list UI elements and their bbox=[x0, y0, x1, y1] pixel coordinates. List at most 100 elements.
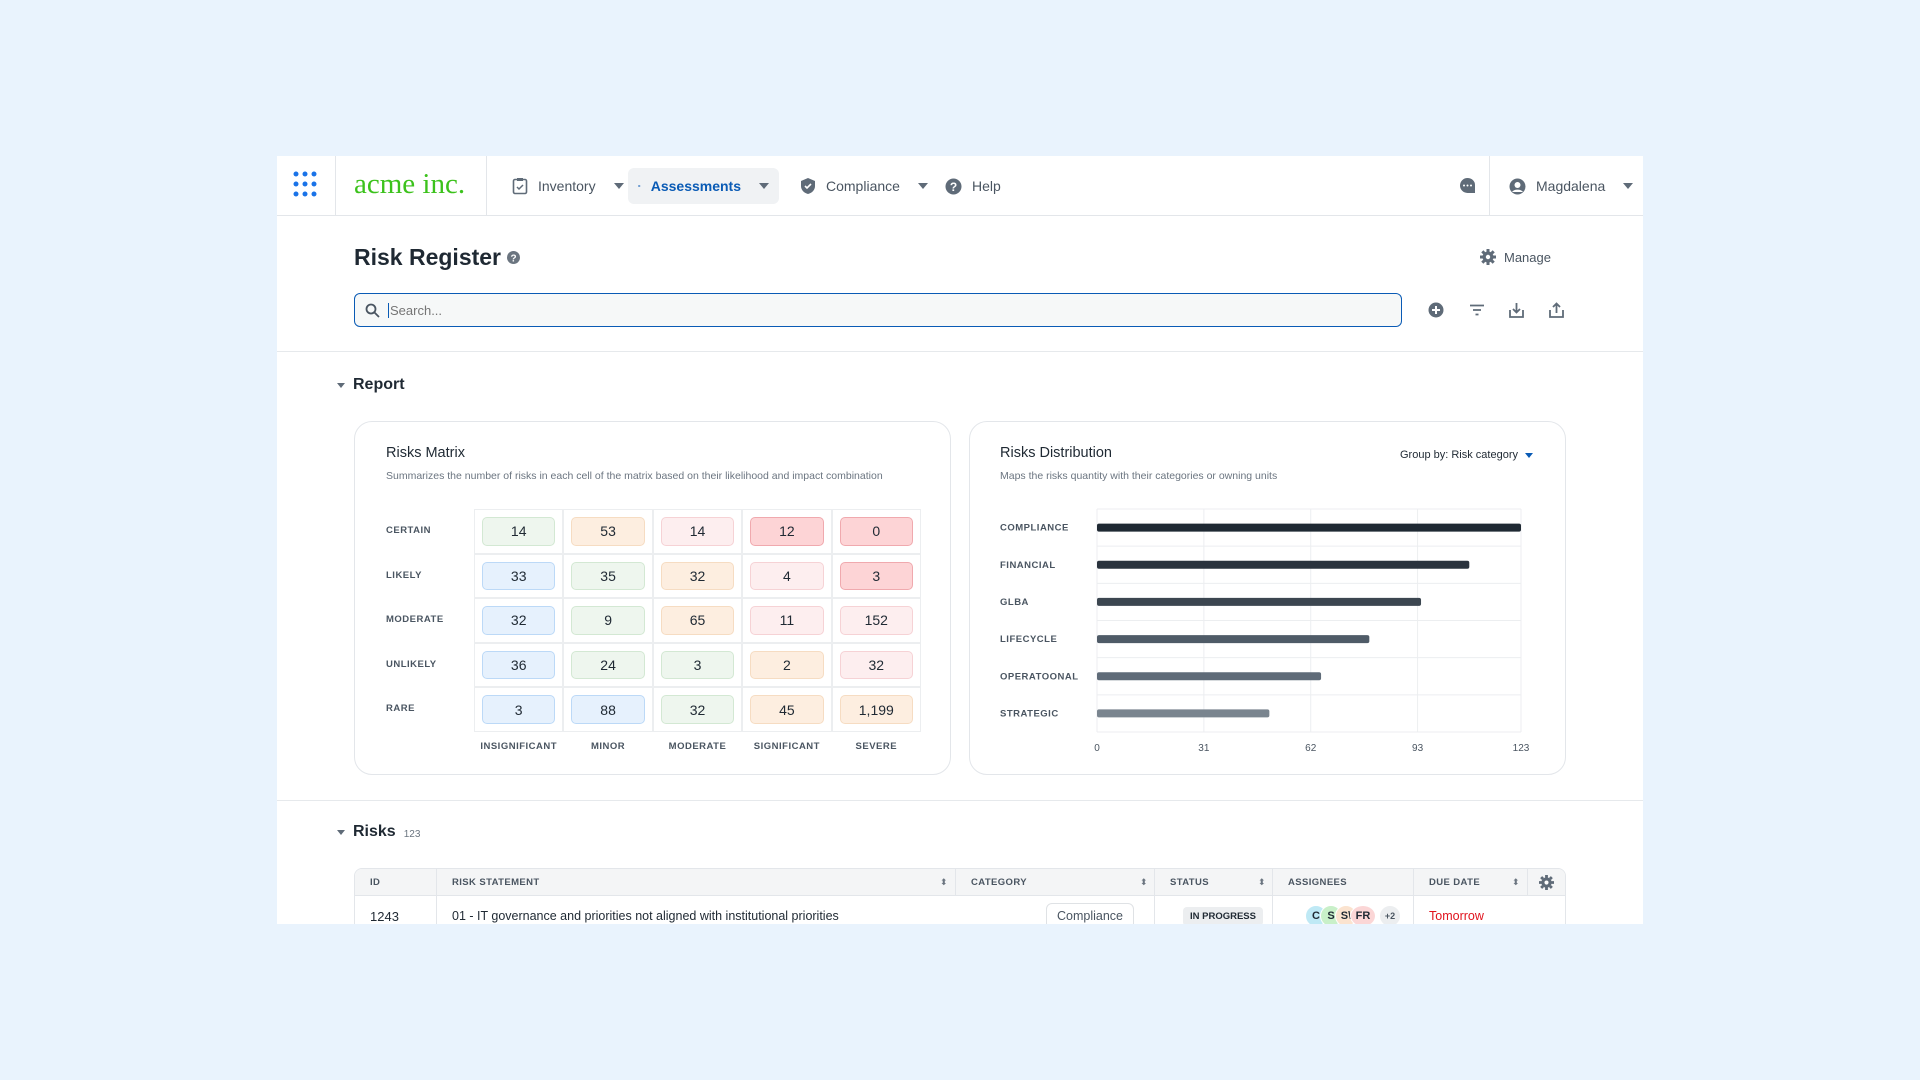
x-tick-label: 62 bbox=[1305, 743, 1317, 754]
risks-count: 123 bbox=[403, 828, 421, 840]
assignees-avatars[interactable]: C S S\ FR +2 bbox=[1305, 896, 1401, 924]
matrix-cell-value[interactable]: 14 bbox=[660, 517, 735, 546]
chevron-down-icon bbox=[1623, 183, 1634, 189]
matrix-cell-value[interactable]: 32 bbox=[839, 650, 913, 680]
matrix-cell-value[interactable]: 2 bbox=[750, 650, 824, 680]
search-input[interactable] bbox=[388, 302, 1368, 318]
apps-grid-icon[interactable] bbox=[292, 170, 318, 198]
chevron-down-icon bbox=[613, 183, 624, 189]
report-section-toggle[interactable]: Report bbox=[337, 376, 405, 394]
nav-assessments-label: Assessments bbox=[650, 178, 741, 194]
matrix-cell-value[interactable]: 1,199 bbox=[839, 695, 913, 724]
matrix-cell-value[interactable]: 35 bbox=[571, 561, 645, 591]
matrix-cell-value[interactable]: 88 bbox=[571, 695, 645, 724]
brand-logo[interactable]: acme inc. bbox=[354, 168, 466, 200]
filter-icon bbox=[1470, 304, 1484, 316]
upload-share-icon bbox=[1548, 302, 1564, 318]
matrix-cell-value[interactable]: 36 bbox=[482, 650, 556, 680]
table-settings-gear-icon[interactable] bbox=[1539, 875, 1554, 890]
filter-button[interactable] bbox=[1466, 298, 1488, 322]
matrix-cell-value[interactable]: 152 bbox=[839, 606, 913, 635]
bar-glba[interactable] bbox=[1097, 597, 1422, 606]
matrix-cell: 14 bbox=[652, 509, 743, 554]
search-icon bbox=[365, 303, 380, 318]
nav-inventory[interactable]: Inventory bbox=[502, 168, 634, 204]
matrix-cell-value[interactable]: 14 bbox=[482, 517, 556, 546]
group-by-dropdown[interactable]: Group by: Risk category bbox=[1400, 449, 1533, 461]
risks-distribution-card: Risks Distribution Maps the risks quanti… bbox=[969, 421, 1566, 775]
category-label: LIFECYCLE bbox=[1000, 634, 1057, 645]
matrix-cell-value[interactable]: 3 bbox=[839, 561, 913, 591]
sort-icon[interactable]: ⬍ bbox=[1258, 877, 1266, 887]
column-status[interactable]: STATUS bbox=[1170, 877, 1209, 888]
distribution-title: Risks Distribution bbox=[1000, 445, 1112, 461]
page-title: Risk Register bbox=[354, 244, 502, 270]
caret-down-icon bbox=[1525, 452, 1533, 458]
risk-matrix: CERTAIN 14 53 14 12 0 LIKELY 33 35 32 4 3 MODERATE 32… bbox=[355, 422, 952, 776]
svg-text:?: ? bbox=[950, 180, 957, 194]
report-title: Report bbox=[353, 376, 405, 393]
matrix-cell-value[interactable]: 45 bbox=[750, 695, 824, 724]
column-id[interactable]: ID bbox=[370, 877, 381, 888]
matrix-cell-value[interactable]: 0 bbox=[839, 517, 913, 546]
x-tick-label: 31 bbox=[1198, 743, 1210, 754]
matrix-cell-value[interactable]: 9 bbox=[571, 606, 645, 635]
user-avatar-icon bbox=[1509, 178, 1526, 194]
matrix-cell: 3 bbox=[831, 553, 921, 599]
sort-icon[interactable]: ⬍ bbox=[1140, 877, 1148, 887]
matrix-cell: 24 bbox=[563, 642, 653, 688]
matrix-cell-value[interactable]: 65 bbox=[660, 606, 735, 635]
matrix-cell: 32 bbox=[652, 687, 743, 732]
column-category[interactable]: CATEGORY bbox=[971, 877, 1027, 888]
manage-button[interactable]: Manage bbox=[1480, 249, 1551, 265]
search-field[interactable] bbox=[354, 293, 1402, 327]
add-button[interactable] bbox=[1425, 298, 1447, 322]
help-icon[interactable]: ? bbox=[507, 251, 521, 264]
risks-section-toggle[interactable]: Risks 123 bbox=[337, 823, 420, 841]
matrix-cell: 9 bbox=[563, 598, 653, 643]
bar-strategic[interactable] bbox=[1097, 709, 1270, 718]
download-button[interactable] bbox=[1505, 298, 1527, 322]
risks-title: Risks bbox=[353, 823, 396, 840]
caret-down-icon bbox=[337, 382, 345, 388]
column-assignees: ASSIGNEES bbox=[1288, 877, 1348, 888]
bar-financial[interactable] bbox=[1097, 560, 1470, 569]
risk-statement[interactable]: 01 - IT governance and priorities not al… bbox=[452, 909, 839, 923]
matrix-cell-value[interactable]: 32 bbox=[660, 561, 735, 591]
nav-assessments[interactable]: Assessments bbox=[628, 168, 779, 204]
app-window: acme inc. Inventory Assessments Complian… bbox=[277, 156, 1643, 924]
plus-circle-icon bbox=[1428, 302, 1444, 318]
sort-icon[interactable]: ⬍ bbox=[1512, 877, 1520, 887]
matrix-cell-value[interactable]: 3 bbox=[660, 650, 735, 680]
megaphone-icon bbox=[638, 184, 641, 188]
nav-help[interactable]: ? Help bbox=[935, 168, 1011, 204]
chat-icon[interactable] bbox=[1459, 177, 1476, 194]
matrix-cell-value[interactable]: 24 bbox=[571, 650, 645, 680]
likelihood-label: MODERATE bbox=[386, 614, 444, 626]
matrix-cell-value[interactable]: 11 bbox=[750, 606, 824, 635]
matrix-cell-value[interactable]: 12 bbox=[750, 517, 824, 546]
risk-id: 1243 bbox=[370, 908, 399, 924]
matrix-cell: 12 bbox=[742, 509, 832, 554]
matrix-cell-value[interactable]: 4 bbox=[750, 561, 824, 591]
matrix-cell-value[interactable]: 3 bbox=[482, 695, 556, 724]
matrix-cell-value[interactable]: 32 bbox=[660, 695, 735, 724]
share-button[interactable] bbox=[1545, 298, 1567, 322]
distribution-subtitle: Maps the risks quantity with their categ… bbox=[1000, 470, 1278, 482]
bar-lifecycle[interactable] bbox=[1097, 635, 1370, 644]
column-risk-statement[interactable]: RISK STATEMENT bbox=[452, 877, 540, 888]
nav-compliance[interactable]: Compliance bbox=[790, 168, 938, 204]
likelihood-label: RARE bbox=[386, 703, 415, 715]
status-badge: IN PROGRESS bbox=[1183, 906, 1263, 924]
column-due-date[interactable]: DUE DATE bbox=[1429, 877, 1481, 888]
bar-compliance[interactable] bbox=[1097, 523, 1521, 532]
matrix-cell-value[interactable]: 32 bbox=[482, 606, 556, 635]
matrix-cell-value[interactable]: 53 bbox=[571, 517, 645, 546]
matrix-cell: 0 bbox=[831, 509, 921, 554]
sort-icon[interactable]: ⬍ bbox=[940, 877, 948, 887]
matrix-cell-value[interactable]: 33 bbox=[482, 561, 556, 591]
matrix-cell: 4 bbox=[742, 553, 832, 599]
matrix-cell: 152 bbox=[831, 598, 921, 643]
bar-operatoonal[interactable] bbox=[1097, 672, 1322, 681]
user-menu[interactable]: Magdalena bbox=[1499, 168, 1643, 204]
